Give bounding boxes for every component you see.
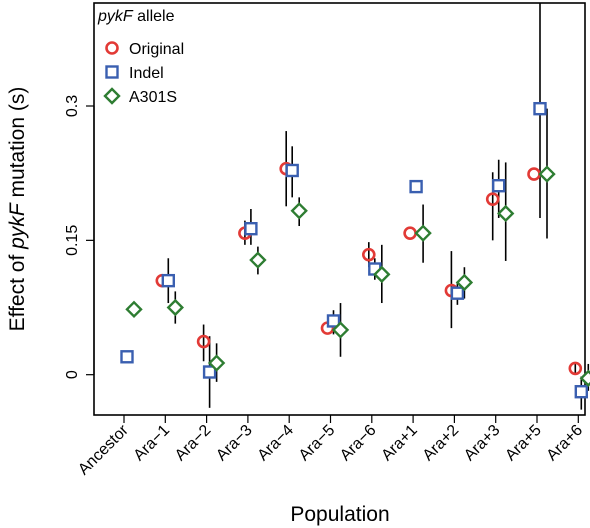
legend-items: Original Indel A301S xyxy=(103,41,184,106)
x-axis: AncestorAra−1Ara−2Ara−3Ara−4Ara−5Ara−6Ar… xyxy=(75,415,586,478)
y-axis-title-suffix: mutation (s) xyxy=(6,87,29,204)
x-tick-label: Ara−4 xyxy=(255,422,298,465)
indel-marker xyxy=(574,385,588,399)
a301s-marker xyxy=(497,204,515,223)
error-bars xyxy=(167,3,590,410)
legend-indel-label: Indel xyxy=(129,65,164,82)
legend-a301s-label: A301S xyxy=(129,89,177,106)
indel-marker xyxy=(450,286,465,300)
original-marker xyxy=(403,226,417,240)
a301s-marker xyxy=(166,298,184,317)
original-marker xyxy=(361,247,376,262)
a301s-marker xyxy=(579,369,590,387)
x-tick-label: Ara−1 xyxy=(131,422,174,465)
indel-marker xyxy=(533,101,547,116)
legend-indel-symbol xyxy=(105,65,119,79)
indel-marker xyxy=(120,350,134,364)
plot-frame xyxy=(93,2,586,416)
a301s-marker xyxy=(290,202,308,220)
x-tick-label: Ancestor xyxy=(75,421,132,478)
x-tick-label: Ara−2 xyxy=(172,422,215,465)
x-tick-label: Ara−3 xyxy=(213,422,256,465)
original-marker xyxy=(196,334,211,349)
legend-original-label: Original xyxy=(129,41,184,58)
y-axis-title: Effect of pykF mutation (s) xyxy=(6,87,29,332)
y-axis-title-prefix: Effect of xyxy=(6,249,29,332)
legend-original-symbol xyxy=(105,41,119,55)
y-tick-label: 0.15 xyxy=(64,225,81,256)
y-tick-label: 0.3 xyxy=(64,95,81,117)
a301s-marker xyxy=(207,354,226,372)
legend-a301s-symbol xyxy=(103,87,121,105)
a301s-marker xyxy=(125,300,143,319)
legend: pykF allele Original Indel A301S xyxy=(97,8,184,106)
indel-marker xyxy=(409,179,423,194)
indel-marker xyxy=(285,163,299,178)
x-tick-label: Ara+1 xyxy=(378,422,421,465)
legend-title-rest: allele xyxy=(133,8,175,25)
data-markers xyxy=(120,101,590,399)
a301s-marker xyxy=(249,251,267,269)
indel-marker xyxy=(492,179,506,193)
original-marker xyxy=(568,361,583,376)
y-axis-title-gene: pykF xyxy=(6,202,29,250)
a301s-marker xyxy=(538,165,556,183)
x-tick-label: Ara+3 xyxy=(461,422,504,465)
indel-marker xyxy=(202,365,217,379)
x-tick-label: Ara+6 xyxy=(544,422,587,465)
legend-title: pykF allele xyxy=(97,8,175,25)
a301s-marker xyxy=(373,265,391,284)
a301s-marker xyxy=(455,273,474,292)
y-tick-label: 0 xyxy=(64,370,81,379)
x-tick-label: Ara+5 xyxy=(502,422,545,465)
indel-marker xyxy=(244,222,258,236)
y-axis: 0 0.15 0.3 xyxy=(64,95,95,379)
x-axis-title: Population xyxy=(290,503,389,526)
indel-marker xyxy=(161,273,176,288)
x-tick-label: Ara+2 xyxy=(420,422,463,465)
x-tick-label: Ara−5 xyxy=(296,422,339,465)
indel-marker xyxy=(326,314,341,328)
original-marker xyxy=(485,192,500,206)
a301s-marker xyxy=(331,321,350,339)
x-tick-label: Ara−6 xyxy=(337,422,380,465)
a301s-marker xyxy=(414,224,432,242)
original-marker xyxy=(527,167,541,181)
legend-title-gene: pykF xyxy=(97,8,134,25)
